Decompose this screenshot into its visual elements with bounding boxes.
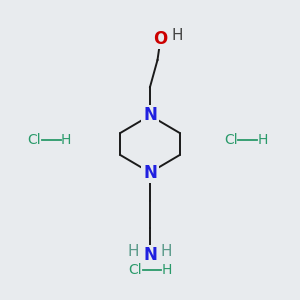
- Text: N: N: [143, 106, 157, 124]
- Text: H: H: [171, 28, 183, 44]
- Text: O: O: [153, 30, 168, 48]
- Text: Cl: Cl: [224, 133, 238, 146]
- Text: H: H: [161, 244, 172, 260]
- Text: N: N: [143, 246, 157, 264]
- Text: H: H: [161, 263, 172, 277]
- Text: H: H: [128, 244, 139, 260]
- Text: Cl: Cl: [128, 263, 142, 277]
- Text: H: H: [257, 133, 268, 146]
- Text: N: N: [143, 164, 157, 181]
- Text: H: H: [61, 133, 71, 146]
- Text: Cl: Cl: [28, 133, 41, 146]
